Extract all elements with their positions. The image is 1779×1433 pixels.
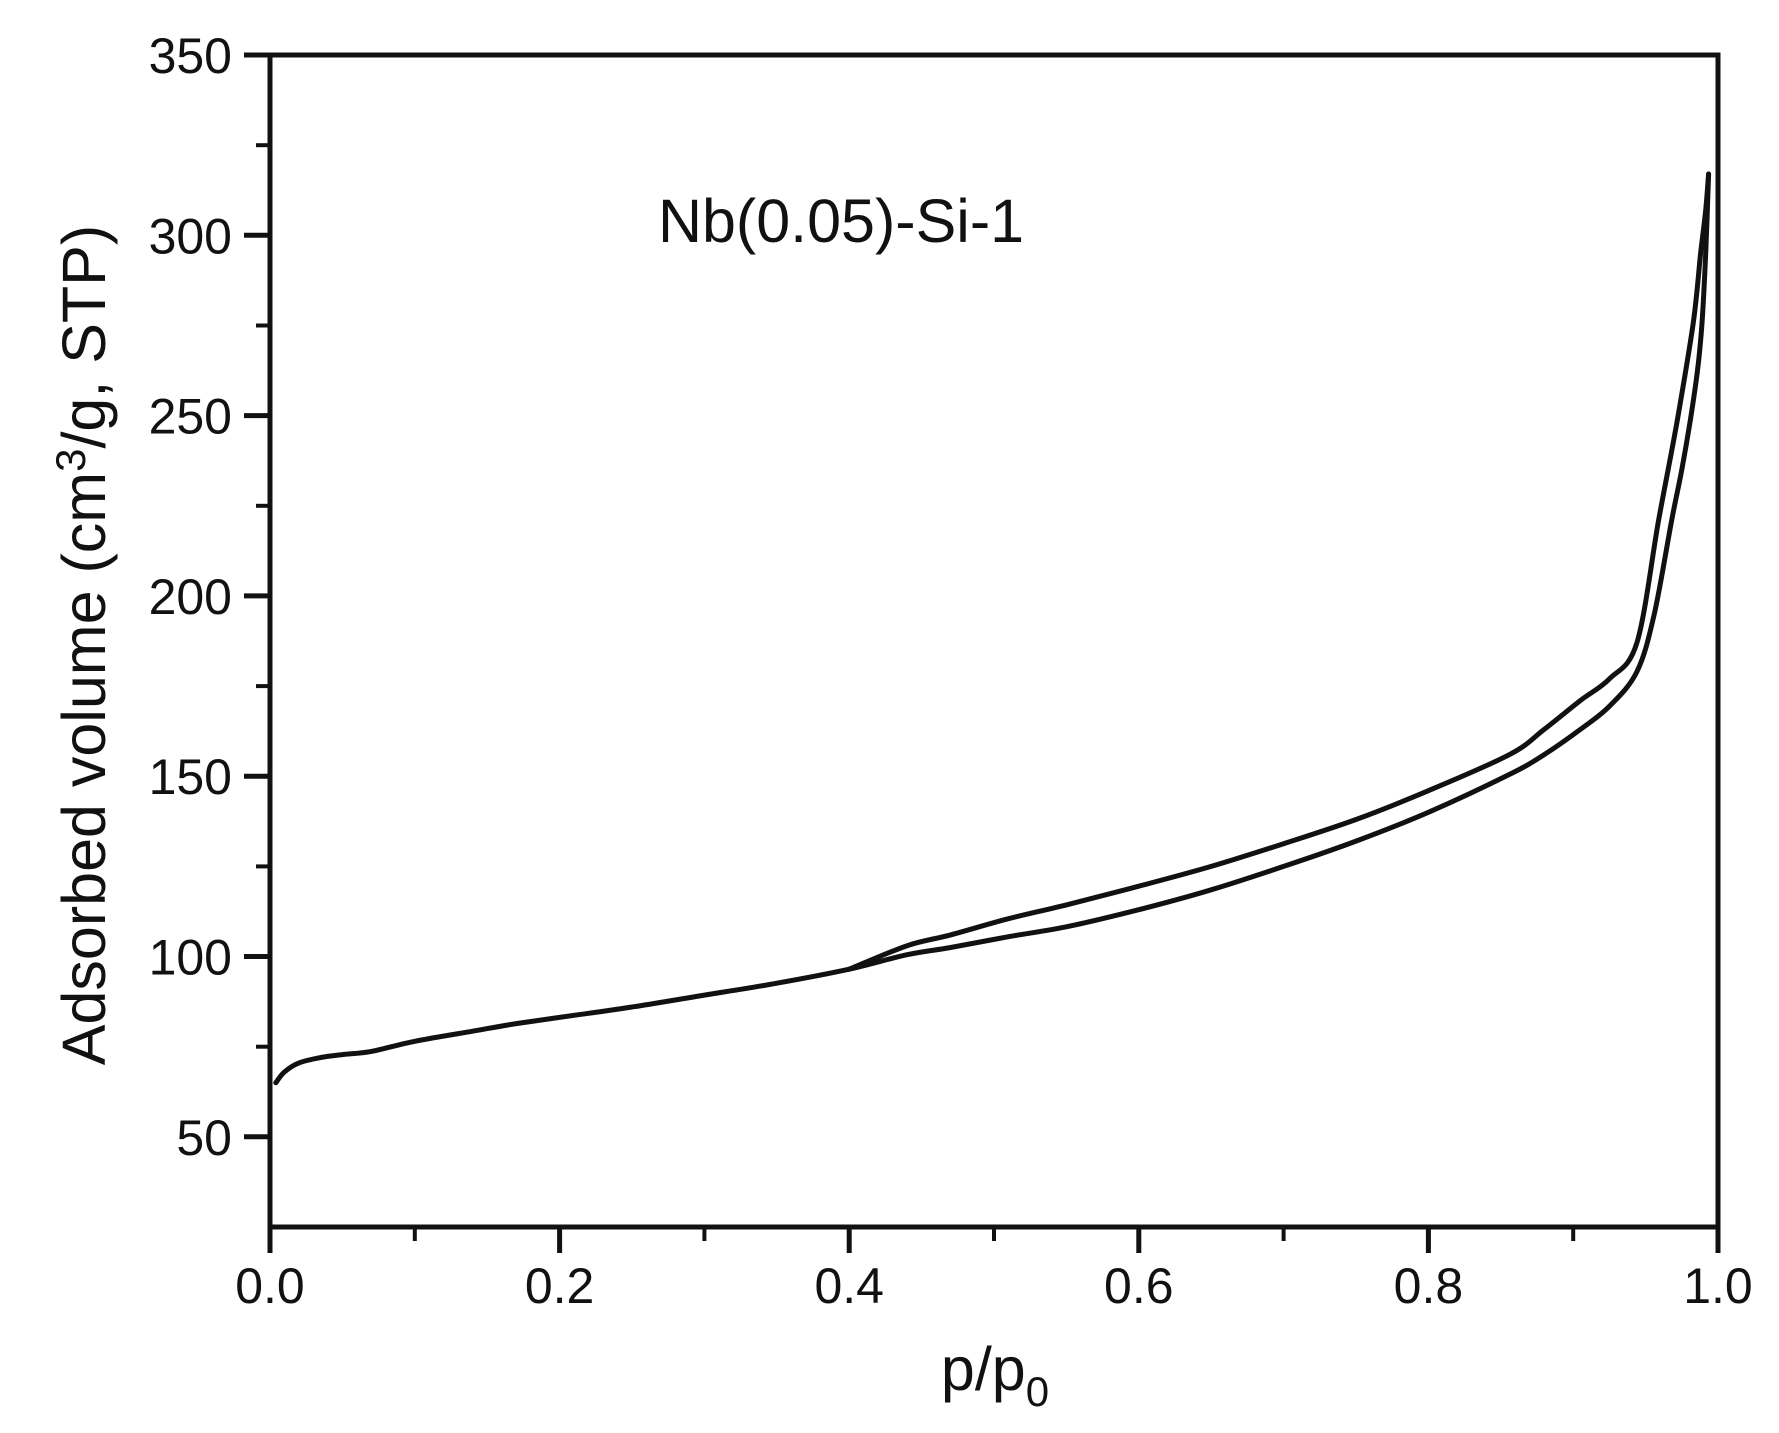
x-axis-title-base: p/p	[941, 1335, 1026, 1403]
y-tick-label: 50	[176, 1110, 232, 1166]
y-tick-label: 350	[149, 28, 232, 84]
y-axis-title-post: /g, STP)	[50, 225, 118, 449]
x-tick-label: 0.8	[1394, 1258, 1464, 1314]
y-axis-title-superscript: 3	[47, 449, 94, 472]
y-axis-title: Adsorbed volume (cm3/g, STP)	[47, 225, 118, 1065]
x-axis-title: p/p0	[941, 1335, 1049, 1415]
plot-area: 50 100 150 200 250 300 350 0.0 0.2 0.4 0.6 0.8 1.0	[149, 28, 1753, 1314]
adsorption-curve	[273, 171, 1712, 1086]
y-tick-label: 250	[149, 389, 232, 445]
y-tick-label: 150	[149, 749, 232, 805]
x-axis-title-subscript: 0	[1026, 1368, 1049, 1415]
x-tick-label: 0.6	[1104, 1258, 1174, 1314]
y-tick-label: 200	[149, 569, 232, 625]
y-tick-label: 300	[149, 208, 232, 264]
x-tick-label: 0.0	[235, 1258, 305, 1314]
plot-frame	[267, 52, 1721, 1230]
y-tick-label: 100	[149, 930, 232, 986]
desorption-curve	[846, 171, 1712, 972]
x-tick-label: 1.0	[1683, 1258, 1753, 1314]
x-tick-label: 0.4	[814, 1258, 884, 1314]
y-axis-title-pre: Adsorbed volume (cm	[50, 472, 118, 1065]
x-tick-label: 0.2	[525, 1258, 595, 1314]
annotation-sample-label: Nb(0.05)-Si-1	[658, 187, 1024, 255]
